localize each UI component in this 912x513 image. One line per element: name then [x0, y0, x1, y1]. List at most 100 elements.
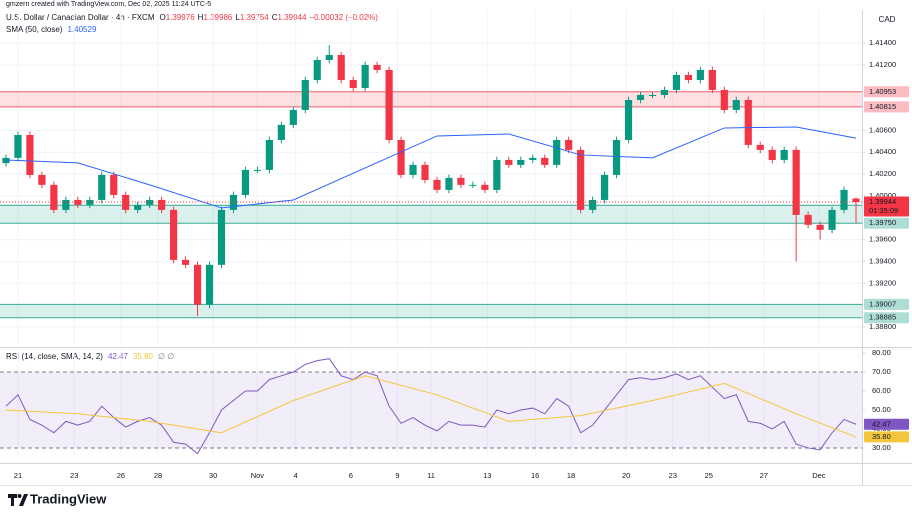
zone-label: 1.40815 — [869, 102, 896, 111]
y-tick-label: 1.40400 — [869, 147, 896, 156]
brand: TradingView — [30, 491, 107, 506]
candle-body — [397, 139, 405, 175]
candle-body — [433, 179, 441, 190]
sma-label: SMA (50, close) — [6, 25, 63, 34]
legend-sma: SMA (50, close) 1.40529 — [6, 25, 97, 34]
y-tick-label: 1.38800 — [869, 322, 896, 331]
rsi-line — [5, 358, 857, 455]
l-value: 1.39754 — [240, 13, 269, 22]
candle-body — [624, 100, 633, 140]
x-tick-label: 30 — [209, 471, 217, 480]
candle-body — [481, 184, 489, 190]
logo-mark — [8, 494, 28, 506]
candle-body — [840, 189, 848, 210]
candle-body — [577, 149, 585, 210]
l-label: L — [235, 13, 240, 22]
zone-label: 1.40953 — [869, 87, 896, 96]
candle-body — [660, 89, 669, 95]
h-label: H — [198, 13, 204, 22]
candle-body — [38, 174, 46, 185]
legend-rsi: RSI (14, close, SMA, 14, 2) 42.47 35.80 ∅ ∅ — [6, 352, 174, 361]
candle-body — [385, 69, 393, 140]
x-tick-label: 16 — [531, 471, 539, 480]
candle-body — [469, 184, 477, 186]
zone-label: 1.39007 — [869, 299, 896, 308]
x-tick-label: 9 — [395, 471, 399, 480]
x-tick-label: 20 — [622, 471, 630, 480]
rsi-tick-label: 70.00 — [872, 367, 891, 376]
candle-body — [170, 209, 178, 260]
brand-logo — [8, 494, 28, 506]
rsi-badge-bg — [864, 418, 909, 430]
o-label: O — [160, 13, 166, 22]
candle-body — [325, 55, 333, 61]
x-tick-label: 6 — [349, 471, 353, 480]
candle-body — [181, 259, 190, 265]
candle-body — [636, 94, 645, 101]
candle-body — [361, 64, 369, 88]
candle-body — [612, 139, 621, 175]
candle-body — [565, 139, 573, 150]
y-tick-label: 1.40200 — [869, 169, 896, 178]
candle-body — [541, 157, 549, 165]
rsi-badge-bg — [864, 431, 909, 443]
candle-body — [828, 209, 836, 230]
y-tick-label: 1.41400 — [869, 38, 896, 47]
zone-label: 1.38885 — [869, 313, 896, 322]
zone-label-bg — [864, 312, 909, 324]
y-tick-label: 1.39400 — [869, 256, 896, 265]
candle-body — [241, 169, 250, 195]
candle-body — [229, 194, 238, 210]
candle-body — [672, 74, 681, 90]
y-tick-label: 1.41200 — [869, 60, 896, 69]
candle-body — [265, 139, 273, 170]
logo-dot — [17, 494, 22, 498]
rsi-tick-label: 60.00 — [872, 386, 891, 395]
candle-body — [134, 204, 142, 210]
zone-label-bg — [864, 298, 909, 310]
marks — [0, 45, 862, 455]
x-tick-label: 11 — [427, 471, 435, 480]
candle-body — [289, 109, 297, 125]
price-badge: 1.39944 — [869, 197, 896, 206]
candle-body — [158, 199, 166, 210]
candle-body — [301, 80, 309, 110]
zone — [0, 304, 862, 318]
x-tick-label: 4 — [294, 471, 298, 480]
symbol: U.S. Dollar / Canadian Dollar · 4h · FXC… — [6, 13, 155, 22]
rsi-band — [0, 372, 862, 448]
legend-ohlc: U.S. Dollar / Canadian Dollar · 4h · FXC… — [6, 13, 378, 22]
price-badge-bg — [864, 196, 909, 217]
candle-body — [217, 209, 226, 265]
x-tick-label: 27 — [760, 471, 768, 480]
candle-body — [253, 169, 261, 171]
candle-body — [720, 89, 728, 110]
candle-body — [50, 184, 58, 210]
x-tick-label: 18 — [567, 471, 575, 480]
candle-body — [553, 139, 561, 165]
candle-body — [349, 80, 357, 88]
candle-body — [589, 199, 597, 210]
candle-body — [445, 177, 453, 190]
candle-body — [146, 199, 154, 205]
h-value: 1.39986 — [203, 13, 232, 22]
candle-body — [277, 124, 285, 140]
countdown: 01:35:09 — [869, 206, 898, 215]
candle-body — [457, 177, 465, 185]
candle-body — [74, 199, 82, 205]
credit: gmzern created with TradingView.com, Dec… — [6, 1, 211, 8]
zone-label-bg — [864, 86, 909, 98]
candle-body — [780, 149, 788, 160]
candle-body — [684, 74, 692, 81]
candle-body — [601, 174, 609, 200]
zone-label: 1.39750 — [869, 218, 896, 227]
candle-body — [517, 159, 525, 165]
sma-line — [5, 126, 857, 209]
c-label: C — [272, 13, 278, 22]
candle-body — [373, 64, 381, 70]
candle-body — [804, 214, 812, 225]
candle-body — [337, 55, 345, 81]
zones — [0, 91, 862, 319]
